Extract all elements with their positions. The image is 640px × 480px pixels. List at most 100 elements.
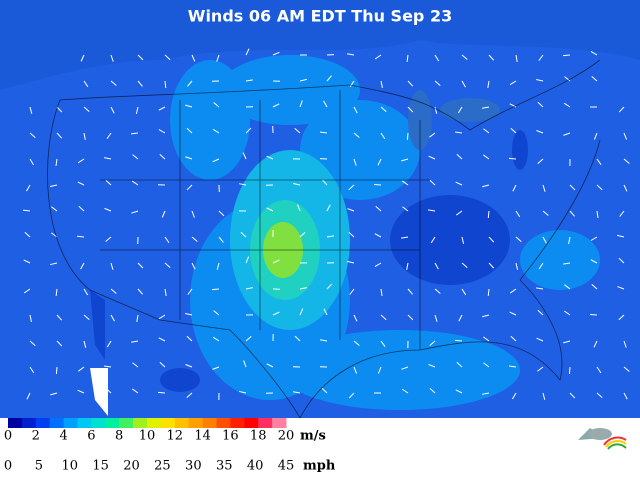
wind-arrow — [77, 389, 85, 394]
wind-arrow — [56, 314, 63, 321]
wind-arrow — [50, 392, 58, 396]
wind-arrow — [536, 287, 544, 290]
wind-arrow — [623, 392, 628, 400]
wind-arrow — [348, 231, 355, 238]
wind-arrow — [158, 314, 166, 320]
wind-arrow — [294, 128, 301, 134]
wind-arrow — [596, 158, 602, 165]
scale-swatch — [258, 418, 273, 428]
wind-arrow — [353, 314, 358, 322]
wind-arrow — [347, 53, 355, 56]
wind-arrow — [158, 106, 166, 111]
wind-arrow — [515, 262, 519, 270]
wind-arrow — [537, 309, 544, 316]
wind-arrow — [187, 80, 193, 87]
wind-arrow — [326, 204, 331, 212]
wind-arrow — [105, 236, 112, 242]
wind-arrow — [461, 80, 466, 88]
wind-arrow — [22, 209, 31, 212]
wind-arrow — [537, 101, 544, 108]
wind-arrow — [29, 314, 32, 322]
wind-arrow — [461, 262, 468, 268]
wind-arrow — [239, 183, 247, 186]
wind-arrow — [511, 392, 517, 400]
wind-arrow — [242, 152, 247, 160]
wind-arrow — [293, 391, 301, 394]
wind-arrow — [537, 158, 544, 164]
wind-arrow — [272, 311, 280, 316]
wind-arrow — [164, 80, 167, 89]
wind-arrow — [158, 129, 166, 134]
wind-arrow — [349, 80, 355, 88]
wind-arrow — [538, 262, 544, 270]
wind-arrow — [380, 314, 387, 321]
wind-arrow — [407, 80, 414, 87]
wind-arrow — [380, 80, 383, 88]
wind-arrow — [213, 102, 220, 108]
wind-arrow — [191, 54, 196, 62]
wind-arrow — [83, 314, 90, 320]
ms-label: 18 — [250, 429, 267, 444]
wind-arrow — [510, 335, 517, 342]
wind-arrow — [509, 80, 517, 86]
wind-arrow — [299, 287, 307, 290]
wind-arrow — [24, 231, 31, 238]
wind-arrow — [483, 336, 490, 342]
wind-arrow — [487, 210, 490, 219]
scale-swatch — [8, 418, 23, 428]
wind-arrow — [245, 335, 252, 342]
wind-arrow — [212, 336, 220, 342]
wind-arrow — [623, 158, 630, 164]
wind-arrow — [212, 128, 220, 134]
wind-arrow — [406, 262, 409, 270]
wind-arrow — [164, 288, 167, 296]
wind-arrow — [542, 236, 547, 244]
wind-arrow — [536, 130, 544, 134]
wind-arrow — [564, 284, 571, 290]
wind-arrow — [110, 54, 114, 62]
wind-arrow — [455, 131, 463, 134]
wind-arrow — [266, 207, 274, 212]
wind-arrow — [26, 184, 31, 192]
wind-arrow — [56, 340, 63, 347]
wind-arrow — [299, 100, 303, 108]
wind-arrow — [537, 366, 544, 372]
wind-arrow — [380, 106, 387, 113]
wind-arrow — [326, 283, 333, 290]
wind-arrow — [430, 236, 436, 244]
wind-arrow — [106, 132, 112, 140]
wind-arrow — [563, 102, 571, 108]
ms-label: 4 — [59, 429, 67, 444]
wind-arrow — [323, 100, 328, 108]
wind-arrow — [29, 158, 35, 166]
wind-arrow — [131, 180, 139, 186]
wind-arrow — [377, 158, 382, 166]
wind-arrow — [130, 132, 139, 135]
wind-arrow — [239, 390, 247, 394]
wind-arrow — [106, 340, 112, 348]
wind-arrow — [536, 78, 544, 82]
color-scale — [8, 418, 287, 428]
scale-swatch — [272, 418, 287, 428]
wind-arrow — [401, 236, 409, 239]
mph-label: 0 — [4, 459, 12, 474]
wind-arrow — [161, 210, 166, 218]
wind-arrow — [428, 155, 436, 160]
wind-arrow — [569, 184, 576, 191]
wind-arrow — [483, 128, 490, 134]
wind-arrow — [56, 106, 63, 113]
wind-arrow — [380, 132, 386, 140]
wind-arrow — [186, 127, 193, 134]
wind-arrow — [591, 283, 598, 290]
wind-arrow — [51, 206, 58, 212]
wind-arrow — [483, 362, 490, 368]
wind-arrow — [590, 51, 598, 56]
wind-arrow — [76, 235, 85, 238]
wind-arrow — [429, 387, 436, 394]
wind-arrow — [185, 312, 193, 316]
wind-arrow — [164, 236, 170, 244]
wind-arrow — [618, 257, 625, 264]
wind-arrow — [454, 339, 463, 342]
wind-arrow — [299, 78, 307, 82]
wind-arrow — [243, 360, 247, 368]
